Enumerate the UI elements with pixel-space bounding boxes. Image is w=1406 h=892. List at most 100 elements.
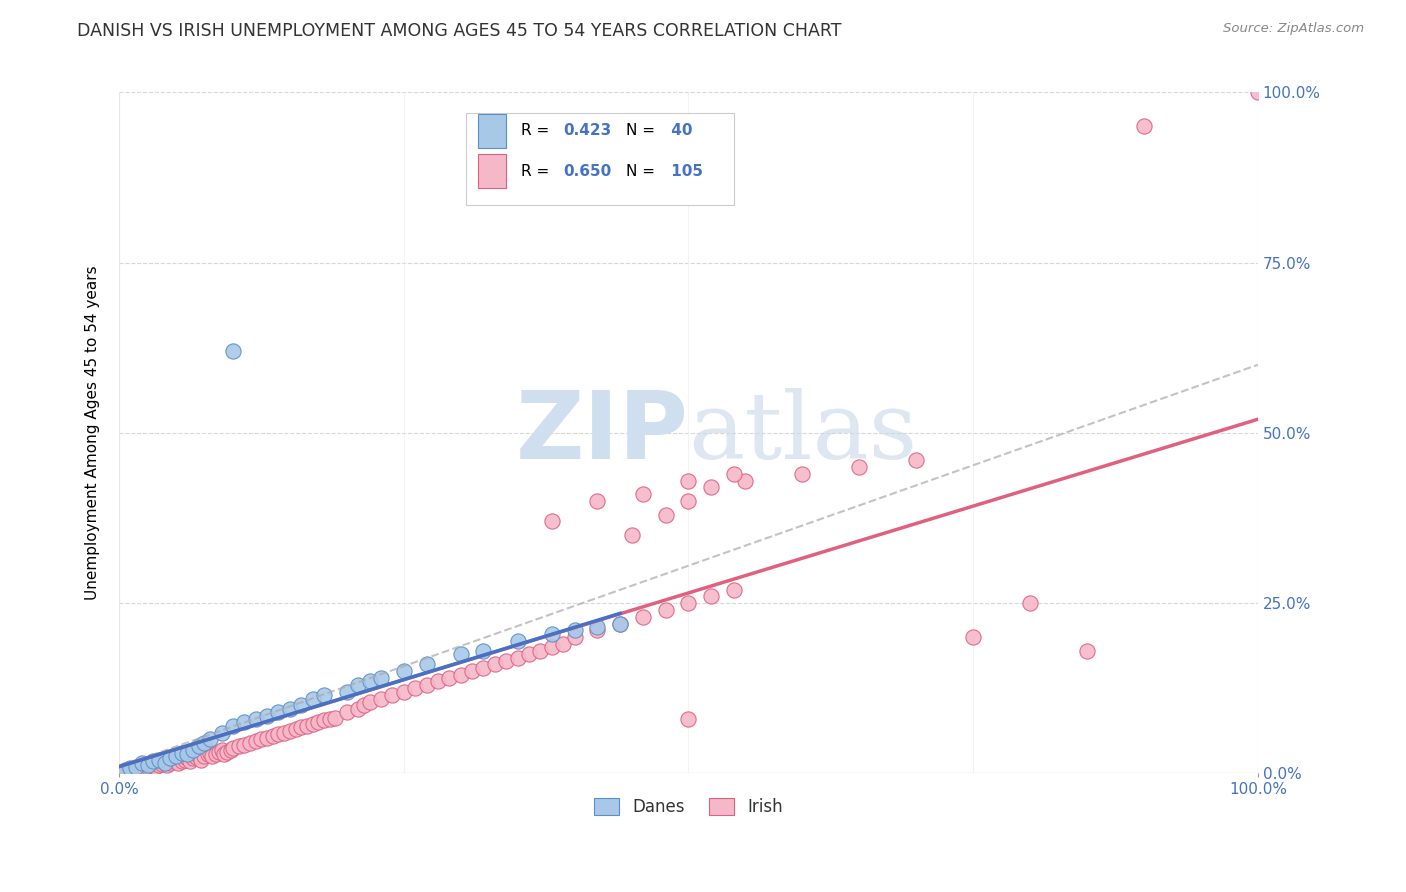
Point	[148, 753, 170, 767]
Point	[359, 695, 381, 709]
Text: ZIP: ZIP	[516, 387, 689, 479]
Point	[201, 749, 224, 764]
Point	[205, 747, 228, 762]
Point	[136, 758, 159, 772]
Point	[222, 719, 245, 733]
Point	[301, 717, 323, 731]
Point	[336, 705, 359, 719]
Point	[131, 758, 153, 772]
Point	[678, 596, 700, 610]
Point	[125, 759, 148, 773]
Point	[734, 474, 756, 488]
Text: R =: R =	[522, 123, 554, 138]
Point	[325, 710, 347, 724]
Point	[564, 624, 586, 638]
Point	[150, 756, 173, 771]
Point	[262, 729, 284, 743]
Point	[174, 753, 197, 767]
Point	[181, 742, 204, 756]
Point	[142, 756, 165, 771]
Point	[553, 637, 575, 651]
Point	[723, 582, 745, 597]
Point	[267, 705, 290, 719]
Point	[176, 751, 198, 765]
Point	[450, 667, 472, 681]
Point	[211, 742, 233, 756]
Point	[187, 749, 209, 764]
Point	[125, 761, 148, 775]
Point	[256, 708, 278, 723]
Point	[905, 453, 928, 467]
Point	[208, 745, 231, 759]
Point	[586, 620, 609, 634]
Point	[353, 698, 375, 713]
Point	[222, 344, 245, 359]
Point	[132, 761, 155, 775]
Point	[370, 691, 392, 706]
Point	[165, 749, 187, 764]
Text: 0.650: 0.650	[564, 163, 612, 178]
Point	[631, 487, 654, 501]
Point	[131, 756, 153, 771]
Point	[1019, 596, 1042, 610]
Point	[222, 740, 245, 755]
Point	[609, 616, 631, 631]
Point	[153, 756, 176, 771]
Point	[654, 603, 676, 617]
Point	[197, 747, 219, 762]
Point	[198, 746, 221, 760]
Point	[217, 745, 239, 759]
Point	[212, 747, 235, 762]
Point	[506, 650, 529, 665]
Point	[114, 765, 136, 780]
Point	[233, 738, 256, 752]
Point	[117, 764, 139, 778]
Point	[359, 674, 381, 689]
Point	[167, 756, 190, 770]
Point	[256, 731, 278, 745]
Text: 0.423: 0.423	[564, 123, 612, 138]
Point	[472, 644, 495, 658]
Point	[654, 508, 676, 522]
Point	[181, 751, 204, 765]
Point	[392, 665, 415, 679]
Point	[136, 759, 159, 773]
Text: N =: N =	[626, 123, 655, 138]
Point	[540, 515, 562, 529]
Point	[312, 688, 335, 702]
Point	[239, 736, 262, 750]
Point	[273, 725, 295, 739]
Point	[190, 753, 212, 767]
Point	[186, 750, 208, 764]
Text: 40: 40	[665, 123, 692, 138]
Text: Source: ZipAtlas.com: Source: ZipAtlas.com	[1223, 22, 1364, 36]
Point	[370, 671, 392, 685]
Point	[170, 746, 193, 760]
Point	[290, 698, 312, 713]
Point	[495, 654, 517, 668]
Point	[278, 724, 301, 739]
Point	[312, 714, 335, 728]
Point	[392, 684, 415, 698]
Point	[211, 725, 233, 739]
Point	[336, 684, 359, 698]
Point	[319, 712, 342, 726]
Point	[284, 722, 307, 736]
Point	[228, 739, 250, 754]
Point	[245, 712, 267, 726]
Point	[700, 590, 723, 604]
Point	[678, 494, 700, 508]
Point	[415, 678, 437, 692]
Point	[586, 624, 609, 638]
Point	[145, 759, 167, 773]
Point	[187, 739, 209, 754]
Point	[120, 763, 142, 777]
Point	[700, 480, 723, 494]
Point	[301, 691, 323, 706]
Point	[245, 733, 267, 747]
Point	[962, 630, 984, 644]
Point	[609, 616, 631, 631]
Point	[439, 671, 461, 685]
Point	[278, 702, 301, 716]
Legend: Danes, Irish: Danes, Irish	[586, 791, 790, 823]
